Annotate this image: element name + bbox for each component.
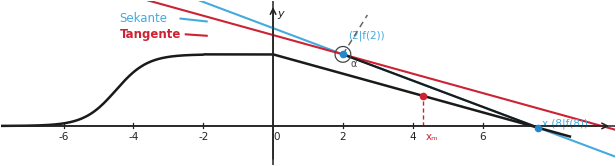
Text: xₘ: xₘ bbox=[426, 132, 439, 142]
Text: x (8|f(8)): x (8|f(8)) bbox=[542, 118, 588, 129]
Text: -4: -4 bbox=[128, 132, 139, 142]
Text: 6: 6 bbox=[479, 132, 486, 142]
Text: 0: 0 bbox=[274, 132, 280, 142]
Text: 4: 4 bbox=[410, 132, 416, 142]
Text: -6: -6 bbox=[59, 132, 69, 142]
Text: 2: 2 bbox=[339, 132, 346, 142]
Text: (2|f(2)): (2|f(2)) bbox=[348, 31, 385, 42]
Text: α: α bbox=[351, 59, 357, 69]
Text: y: y bbox=[278, 9, 284, 19]
Text: Sekante: Sekante bbox=[120, 12, 168, 25]
Text: -2: -2 bbox=[198, 132, 208, 142]
Text: Tangente: Tangente bbox=[120, 28, 181, 41]
